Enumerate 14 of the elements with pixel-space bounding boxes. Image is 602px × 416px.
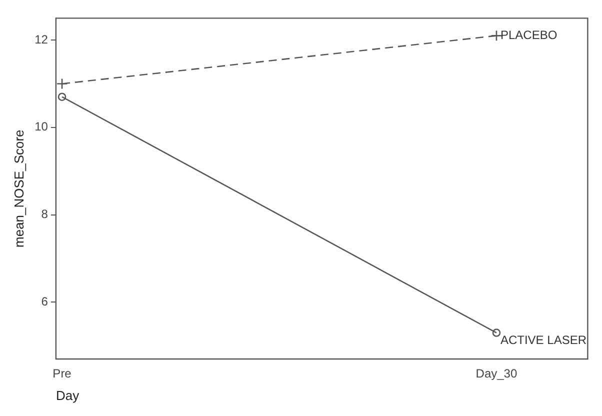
y-tick-label: 10: [34, 120, 48, 134]
point: [490, 30, 502, 42]
series-label: ACTIVE LASER: [500, 333, 587, 348]
y-axis-title: mean_NOSE_Score: [11, 130, 26, 248]
y-tick-label: 6: [41, 294, 48, 309]
y-tick-label: 12: [34, 32, 48, 46]
point: [492, 328, 501, 337]
point: [58, 92, 66, 101]
series-label: PLACEBO: [500, 28, 558, 42]
y-tick-label: 8: [41, 207, 48, 222]
x-tick-label: Pre: [52, 366, 72, 381]
x-axis-title: Day: [56, 388, 80, 403]
point: [56, 78, 68, 90]
x-tick-label: Day_30: [476, 366, 518, 381]
